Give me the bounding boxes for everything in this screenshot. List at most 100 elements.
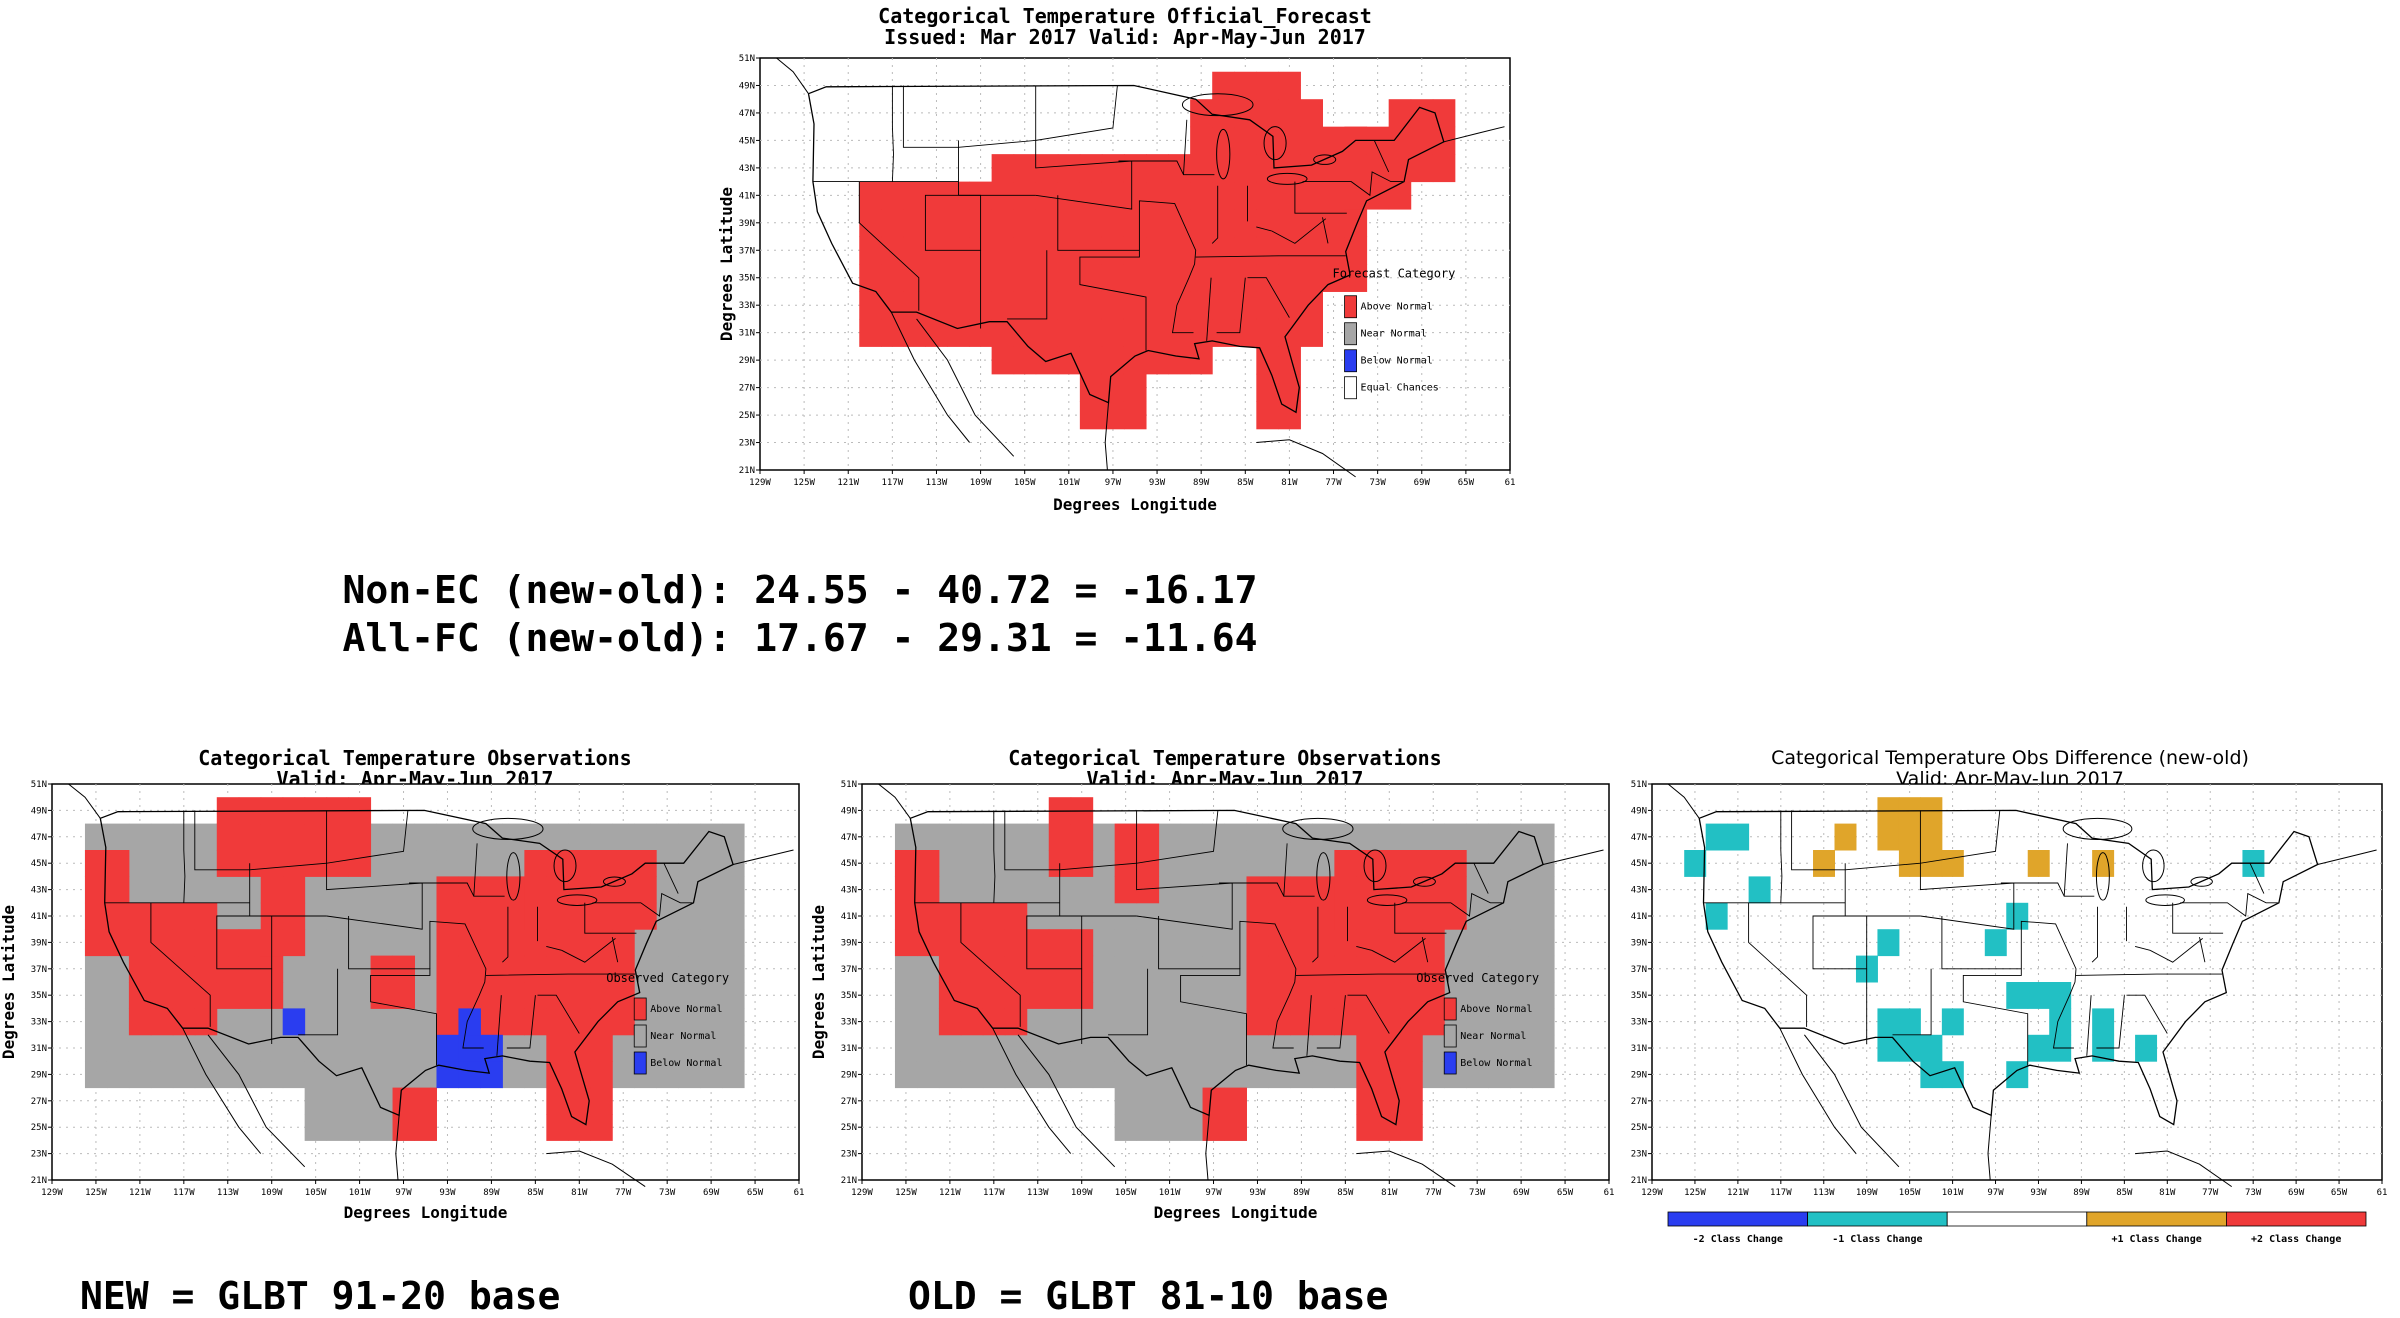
grid-cell xyxy=(304,1061,328,1089)
grid-cell xyxy=(634,876,657,904)
lat-tick-label: 51N xyxy=(739,54,755,64)
grid-cell xyxy=(260,823,284,851)
grid-cell xyxy=(1026,1061,1050,1089)
grid-cell xyxy=(216,1008,240,1036)
grid-cell xyxy=(84,929,108,957)
grid-cell xyxy=(1114,1087,1138,1115)
grid-cell xyxy=(1180,876,1204,904)
below-normal-cells-se xyxy=(436,1008,503,1089)
grid-cell xyxy=(304,1087,328,1115)
grid-cell xyxy=(916,1034,940,1062)
grid-cell xyxy=(1026,850,1050,877)
grid-cell xyxy=(1278,209,1301,238)
grid-cell xyxy=(326,1087,350,1115)
grid-cell xyxy=(84,902,108,930)
grid-cell xyxy=(1422,850,1445,877)
grid-cell xyxy=(925,264,948,292)
lon-tick-label: 125W xyxy=(85,1188,107,1198)
grid-cell xyxy=(282,982,306,1009)
grid-cell xyxy=(1092,955,1116,983)
grid-cell xyxy=(1092,850,1116,877)
obs-old-panel: Categorical Temperature Observations Val… xyxy=(810,748,1620,1268)
grid-cell xyxy=(894,1008,918,1036)
lat-tick-label: 47N xyxy=(1631,833,1647,843)
forecast-legend-title: Forecast Category xyxy=(1333,267,1456,281)
lat-tick-label: 27N xyxy=(1631,1097,1647,1107)
grid-cell xyxy=(1488,1034,1511,1062)
grid-cell xyxy=(1123,318,1147,347)
state-boundary xyxy=(1941,916,2029,1066)
grid-cell xyxy=(414,1087,437,1115)
grid-cell xyxy=(1510,982,1533,1009)
grid-cell xyxy=(1168,209,1191,238)
grid-cell xyxy=(1920,1034,1943,1062)
lat-tick-label: 47N xyxy=(739,109,755,119)
grid-cell xyxy=(991,318,1015,347)
state-boundary xyxy=(1316,995,1346,1049)
grid-cell xyxy=(1268,1061,1291,1089)
grid-cell xyxy=(700,955,723,983)
grid-cell xyxy=(938,1034,962,1062)
grid-cell xyxy=(656,823,679,851)
grid-cell xyxy=(1312,850,1335,877)
grid-cell xyxy=(458,850,481,877)
us-outline xyxy=(99,809,734,1126)
grid-cell xyxy=(1101,181,1125,210)
grid-cell xyxy=(1290,1061,1313,1089)
stats-line-non-ec: Non-EC (new-old): 24.55 - 40.72 = -16.17 xyxy=(342,568,1258,612)
grid-cell xyxy=(590,823,613,851)
grid-cell xyxy=(1101,318,1125,347)
state-boundary xyxy=(1421,937,1429,963)
lon-tick-label: 65W xyxy=(1458,478,1475,488)
grid-cell xyxy=(172,982,196,1009)
grid-cell xyxy=(590,876,613,904)
grid-cell xyxy=(568,929,591,957)
grid-cell xyxy=(2049,982,2072,1009)
grid-cell xyxy=(1057,291,1081,320)
forecast-legend-2-swatch xyxy=(1344,349,1357,373)
grid-cell xyxy=(458,982,481,1009)
grid-cell xyxy=(172,929,196,957)
grid-cell xyxy=(216,850,240,877)
colorbar-segment xyxy=(1667,1211,1809,1227)
cuba-coast xyxy=(2135,1150,2232,1188)
grid-cell xyxy=(1026,982,1050,1009)
state-boundary xyxy=(1239,920,1297,1049)
lat-tick-label: 45N xyxy=(841,859,857,869)
grid-cell xyxy=(546,1061,569,1089)
grid-cell xyxy=(1388,154,1412,183)
state-boundary xyxy=(1271,218,1327,244)
state-boundary xyxy=(2063,843,2068,897)
grid-cell xyxy=(1013,264,1037,292)
grid-cell xyxy=(568,1008,591,1036)
grid-cell xyxy=(1202,929,1226,957)
grid-cell xyxy=(1246,876,1269,904)
grid-cell xyxy=(1356,823,1379,851)
lon-tick-label: 61 xyxy=(1604,1188,1615,1198)
colorbar-segment xyxy=(2226,1211,2367,1227)
grid-cell xyxy=(1444,876,1467,904)
state-boundary xyxy=(1195,255,1346,258)
grid-cell xyxy=(524,850,547,877)
grid-cell xyxy=(1168,181,1191,210)
lat-tick-label: 41N xyxy=(31,912,47,922)
grid-cell xyxy=(1488,823,1511,851)
grid-cell xyxy=(1510,1008,1533,1036)
grid-cell xyxy=(1877,929,1900,957)
grid-cell xyxy=(1004,982,1028,1009)
grid-cell xyxy=(348,982,372,1009)
above-normal-cells xyxy=(859,71,1456,430)
grid-cell xyxy=(1466,876,1489,904)
grid-cell xyxy=(1410,99,1434,128)
forecast-legend-2-label: Below Normal xyxy=(1361,356,1433,367)
grid-cell xyxy=(1256,291,1279,320)
grid-cell xyxy=(1202,1087,1226,1115)
grid-cell xyxy=(1202,1008,1226,1036)
state-boundary xyxy=(298,968,339,1036)
lon-tick-label: 73W xyxy=(1469,1188,1486,1198)
grid-cell xyxy=(436,929,459,957)
grid-cell xyxy=(1532,955,1555,983)
grid-cell xyxy=(1400,1114,1423,1141)
cuba-coast xyxy=(1256,439,1356,478)
state-boundary xyxy=(891,85,894,182)
